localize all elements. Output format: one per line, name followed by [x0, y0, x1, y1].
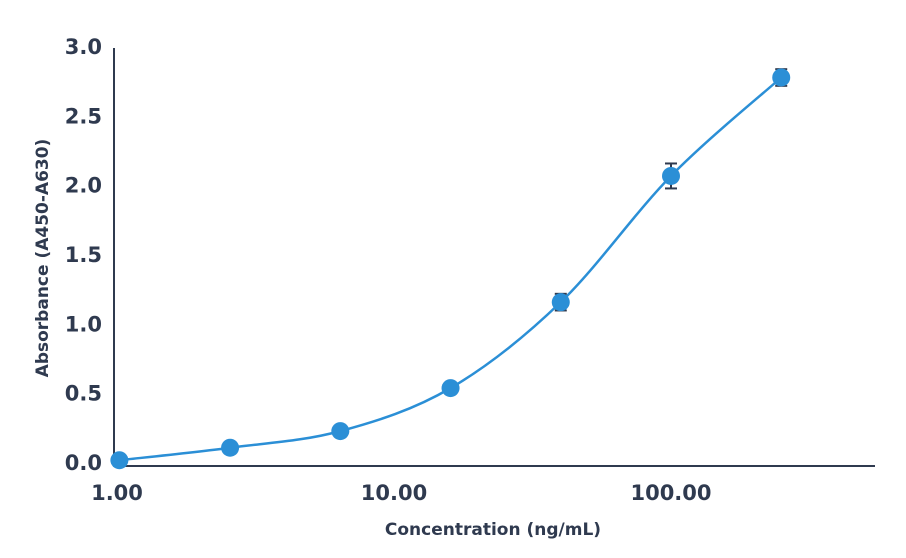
data-points-layer: [110, 68, 791, 470]
x-tick-label: 10.00: [361, 481, 427, 505]
y-axis-title: Absorbance (A450-A630): [33, 139, 53, 378]
fit-curve-layer: [119, 76, 783, 462]
y-tick-label: 3.0: [65, 35, 102, 59]
x-tick-label: 1.00: [91, 481, 143, 505]
y-tick-label: 2.0: [65, 174, 102, 198]
data-point: [110, 451, 129, 470]
data-point: [772, 68, 791, 87]
y-tick-labels: 0.0 0.5 1.0 1.5 2.0 2.5 3.0: [65, 35, 102, 475]
y-tick-label: 1.0: [65, 312, 102, 336]
x-tick-labels: 1.00 10.00 100.00: [91, 481, 711, 505]
y-tick-label: 0.0: [65, 451, 102, 475]
data-point: [221, 438, 240, 457]
data-point: [331, 422, 350, 441]
x-axis-title: Concentration (ng/mL): [385, 520, 601, 540]
data-point: [441, 379, 460, 398]
data-point: [551, 293, 570, 312]
x-tick-label: 100.00: [630, 481, 711, 505]
fit-curve: [119, 76, 783, 462]
y-tick-label: 1.5: [65, 243, 102, 267]
axes: [113, 48, 875, 467]
data-point: [662, 166, 680, 185]
y-tick-label: 2.5: [65, 104, 102, 128]
error-bars-layer: [554, 68, 788, 312]
y-tick-label: 0.5: [65, 382, 102, 406]
